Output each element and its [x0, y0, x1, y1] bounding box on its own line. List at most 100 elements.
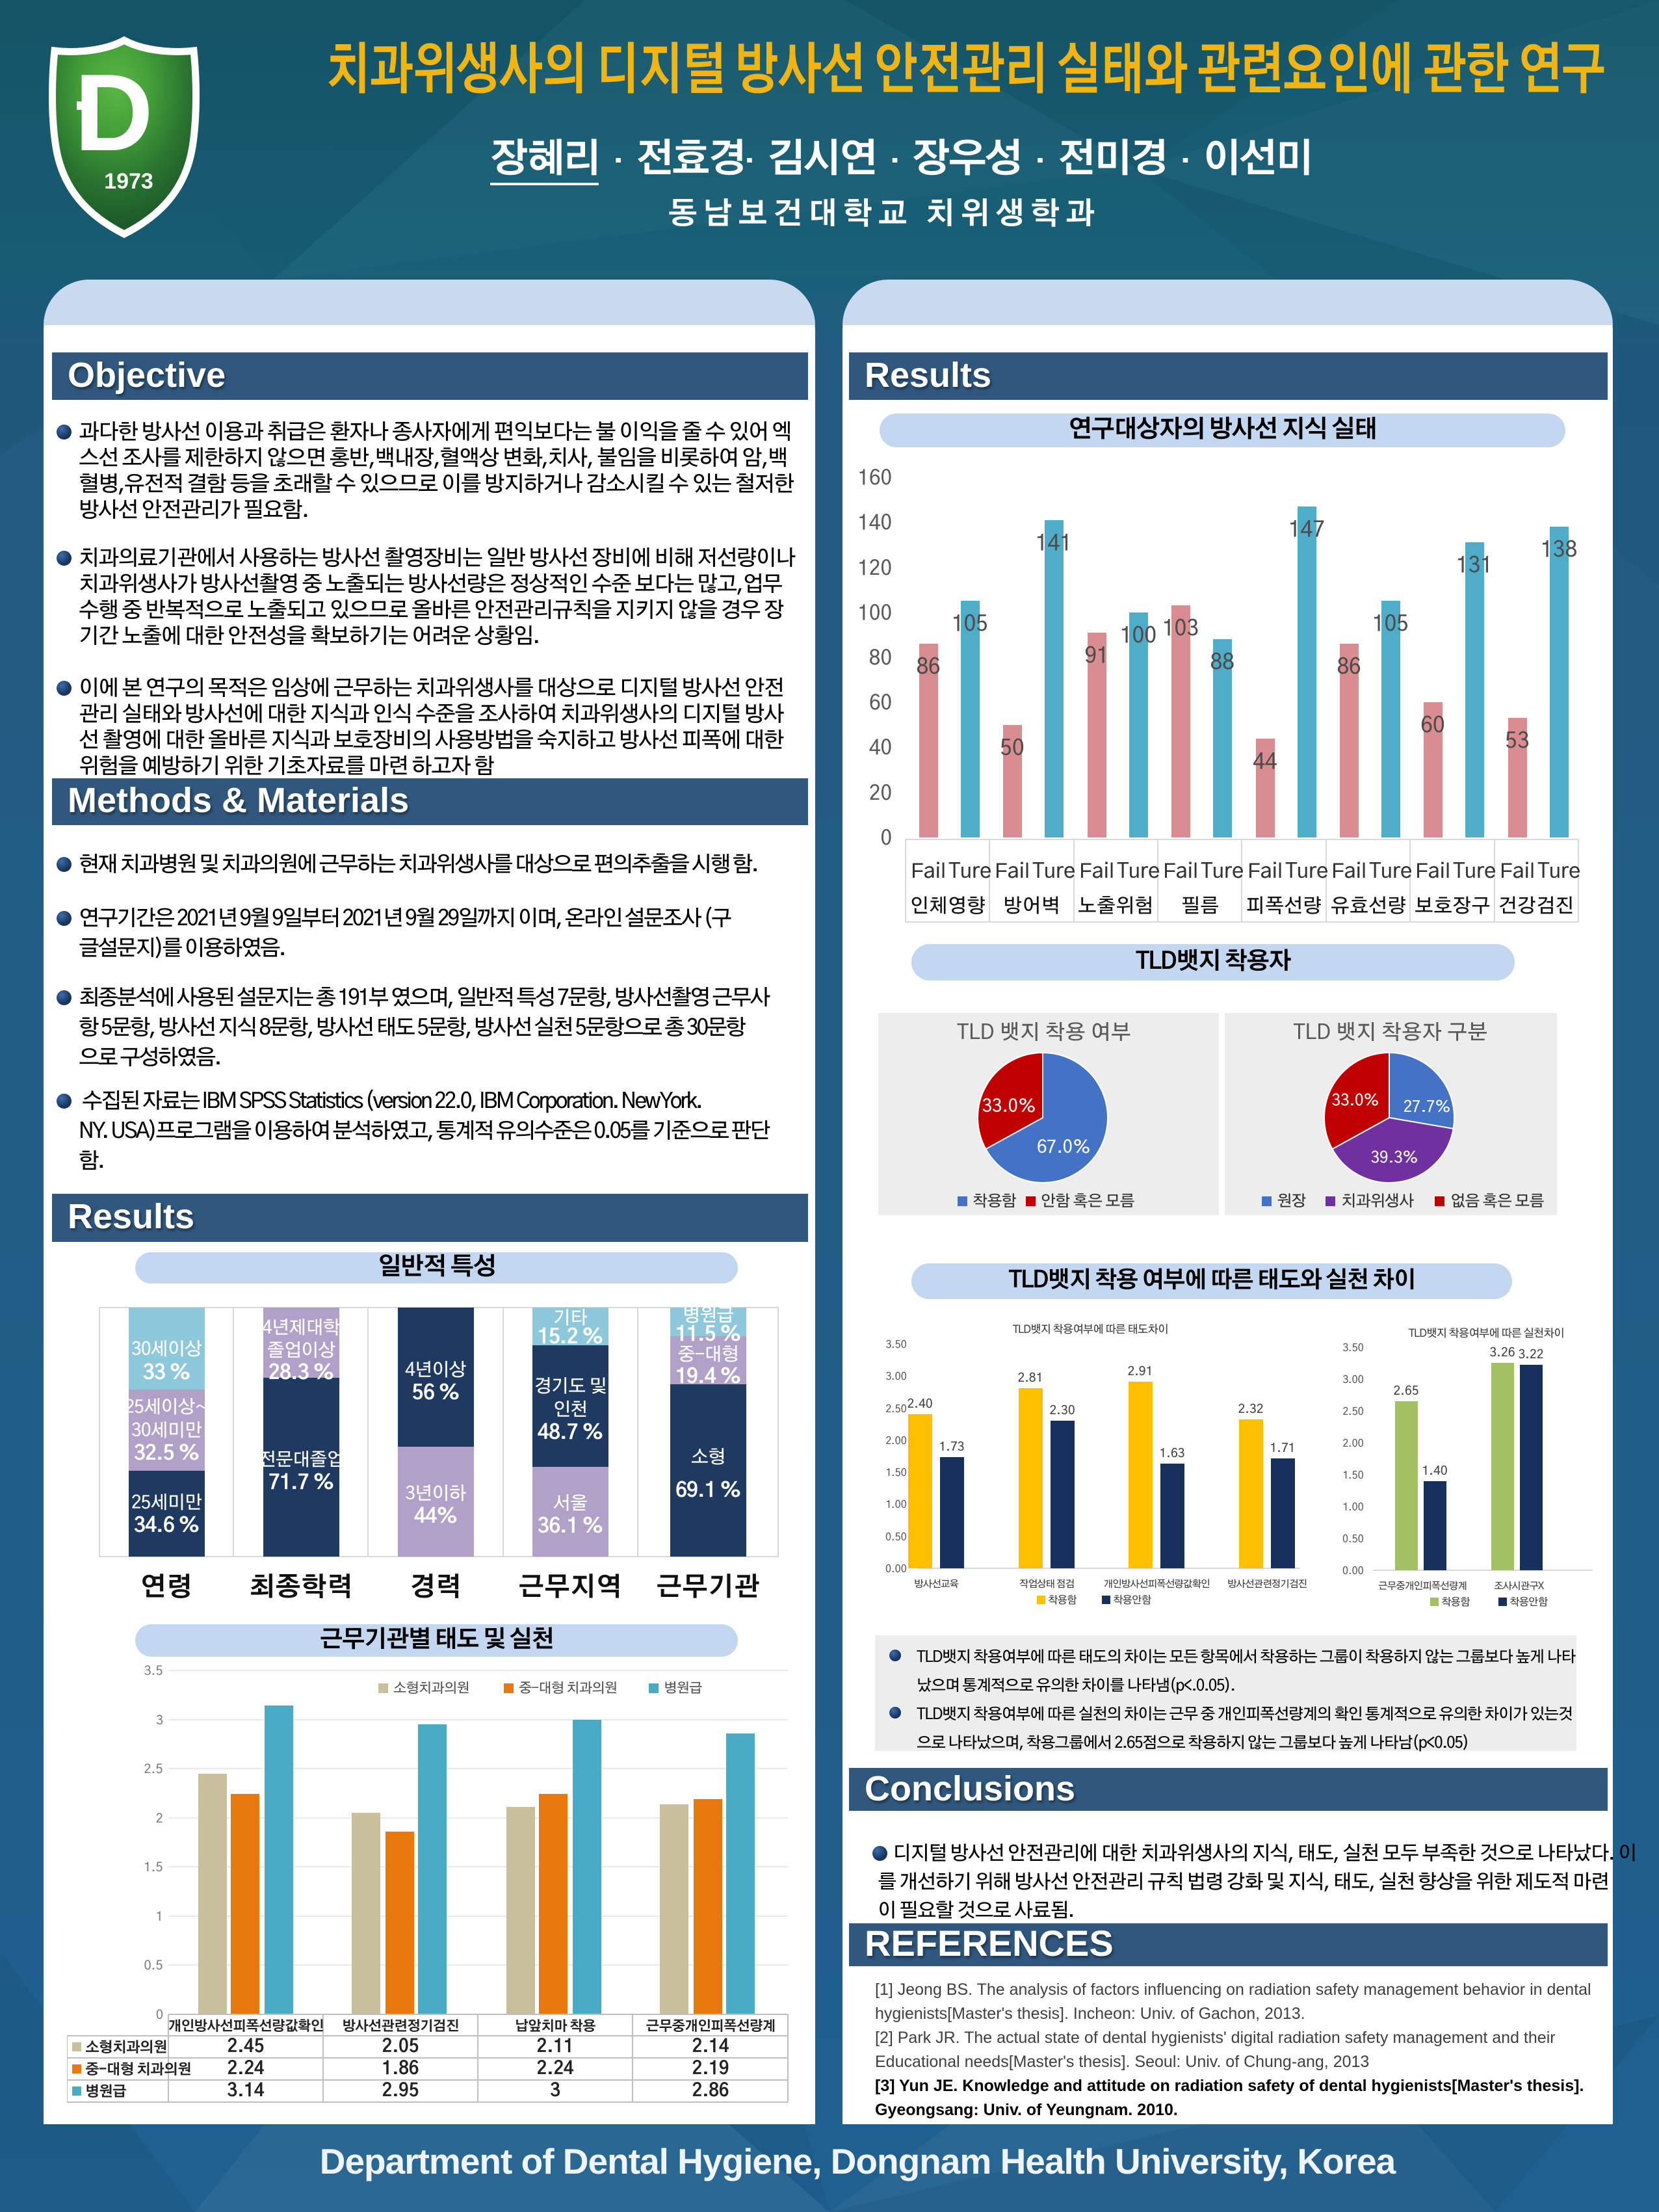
svg-text:1.86: 1.86	[382, 2061, 419, 2078]
svg-text:69.1 %: 69.1 %	[675, 1481, 740, 1501]
svg-text:Fail: Fail	[1415, 862, 1450, 882]
svg-text:2.32: 2.32	[1238, 1403, 1264, 1415]
svg-text:D: D	[74, 51, 153, 174]
svg-text:33.0%: 33.0%	[1331, 1093, 1379, 1109]
svg-text:경력: 경력	[410, 1573, 462, 1601]
svg-text:44%: 44%	[414, 1507, 457, 1527]
svg-text:Fail: Fail	[1163, 862, 1197, 882]
svg-text:없음 혹은 모름: 없음 혹은 모름	[1450, 1193, 1544, 1209]
svg-text:개인방사선피폭선량값확인: 개인방사선피폭선량값확인	[168, 2019, 323, 2034]
svg-text:3: 3	[156, 1715, 163, 1728]
svg-text:착용안함: 착용안함	[1113, 1594, 1152, 1606]
svg-text:53: 53	[1505, 731, 1529, 752]
svg-text:60: 60	[869, 694, 892, 714]
svg-text:Ture: Ture	[1369, 862, 1412, 882]
svg-text:기타: 기타	[553, 1309, 588, 1328]
svg-text:근무중개인피폭선량계: 근무중개인피폭선량계	[1378, 1581, 1467, 1592]
svg-text:착용함: 착용함	[973, 1193, 1017, 1209]
svg-text:0.5: 0.5	[144, 1960, 163, 1973]
svg-text:연령: 연령	[140, 1573, 192, 1601]
svg-text:1.71: 1.71	[1270, 1442, 1296, 1455]
svg-text:2.05: 2.05	[382, 2038, 419, 2056]
svg-text:25세미만: 25세미만	[131, 1494, 202, 1512]
svg-text:11.5 %: 11.5 %	[675, 1324, 740, 1345]
svg-text:착용함: 착용함	[1441, 1596, 1470, 1608]
svg-text:1.50: 1.50	[885, 1468, 907, 1479]
svg-text:Ture: Ture	[1537, 862, 1580, 882]
svg-text:2.95: 2.95	[382, 2083, 419, 2100]
svg-text:100: 100	[1120, 625, 1156, 647]
svg-text:2.45: 2.45	[227, 2038, 264, 2056]
svg-text:3.50: 3.50	[885, 1340, 907, 1350]
svg-text:3.26: 3.26	[1490, 1347, 1515, 1359]
svg-text:3: 3	[550, 2083, 560, 2100]
svg-text:근무중개인피폭선량계: 근무중개인피폭선량계	[646, 2019, 775, 2034]
svg-text:Ture: Ture	[1453, 862, 1496, 882]
svg-text:2.24: 2.24	[227, 2061, 265, 2078]
svg-text:30세미만: 30세미만	[131, 1421, 202, 1440]
svg-text:91: 91	[1084, 646, 1108, 667]
svg-text:131: 131	[1456, 555, 1493, 577]
svg-text:2.40: 2.40	[908, 1398, 933, 1410]
svg-text:병원급: 병원급	[683, 1306, 734, 1325]
svg-text:2.65: 2.65	[1394, 1385, 1419, 1397]
svg-text:소형: 소형	[691, 1448, 725, 1467]
svg-text:경기도 및: 경기도 및	[534, 1376, 607, 1396]
svg-text:1.00: 1.00	[1342, 1503, 1364, 1513]
svg-text:Fail: Fail	[1331, 862, 1366, 882]
svg-text:착용함: 착용함	[1048, 1594, 1077, 1606]
svg-text:3.5: 3.5	[144, 1665, 163, 1678]
svg-text:착용안함: 착용안함	[1509, 1596, 1548, 1608]
svg-text:Ture: Ture	[1201, 862, 1244, 882]
svg-text:건강검진: 건강검진	[1498, 896, 1574, 917]
svg-text:120: 120	[857, 559, 892, 579]
svg-text:병원급: 병원급	[85, 2084, 126, 2100]
svg-text:147: 147	[1288, 520, 1325, 541]
svg-text:4년제대학: 4년제대학	[262, 1319, 341, 1337]
svg-text:71.7 %: 71.7 %	[268, 1473, 333, 1494]
svg-text:Fail: Fail	[911, 862, 945, 882]
svg-text:Fail: Fail	[1500, 862, 1534, 882]
svg-text:25세이상~: 25세이상~	[124, 1397, 208, 1417]
svg-text:Fail: Fail	[995, 862, 1029, 882]
svg-text:40: 40	[869, 739, 892, 759]
svg-text:2.11: 2.11	[536, 2038, 573, 2056]
svg-text:105: 105	[1372, 614, 1409, 635]
svg-text:TLD뱃지 착용여부에 따른 실천차이: TLD뱃지 착용여부에 따른 실천차이	[1408, 1328, 1563, 1339]
svg-text:노출위험: 노출위험	[1078, 896, 1154, 917]
svg-text:2.30: 2.30	[1050, 1404, 1075, 1417]
svg-text:36.1 %: 36.1 %	[538, 1516, 603, 1537]
svg-text:유효선량: 유효선량	[1331, 896, 1407, 917]
svg-text:2.50: 2.50	[885, 1404, 907, 1415]
svg-text:소형치과의원: 소형치과의원	[393, 1681, 469, 1696]
svg-text:안함 혹은 모름: 안함 혹은 모름	[1041, 1193, 1134, 1209]
svg-text:중-대형: 중-대형	[677, 1345, 738, 1364]
svg-text:30세이상: 30세이상	[131, 1339, 202, 1359]
svg-text:0: 0	[156, 2009, 163, 2022]
svg-text:2.5: 2.5	[144, 1763, 163, 1776]
svg-text:1.00: 1.00	[885, 1500, 907, 1510]
svg-text:2.86: 2.86	[692, 2083, 729, 2100]
svg-text:방사선교육: 방사선교육	[914, 1579, 958, 1590]
svg-text:피폭선량: 피폭선량	[1246, 896, 1322, 917]
svg-text:2.00: 2.00	[1342, 1439, 1364, 1449]
svg-text:인천: 인천	[553, 1401, 587, 1419]
svg-text:방사선관련정기검진: 방사선관련정기검진	[1227, 1579, 1307, 1590]
svg-text:납앞치마 착용: 납앞치마 착용	[515, 2019, 595, 2034]
svg-text:86: 86	[1337, 657, 1361, 678]
svg-text:39.3%: 39.3%	[1370, 1150, 1418, 1166]
svg-text:103: 103	[1162, 618, 1199, 640]
svg-text:33.0%: 33.0%	[982, 1098, 1036, 1116]
svg-text:졸업이상: 졸업이상	[267, 1341, 336, 1360]
svg-text:0: 0	[880, 829, 892, 849]
svg-text:2.00: 2.00	[885, 1436, 907, 1447]
svg-text:전문대졸업: 전문대졸업	[258, 1451, 343, 1469]
svg-text:34.6 %: 34.6 %	[134, 1516, 199, 1536]
svg-text:3.50: 3.50	[1342, 1343, 1364, 1354]
svg-text:1.5: 1.5	[144, 1862, 163, 1875]
svg-text:2.24: 2.24	[536, 2061, 574, 2078]
svg-text:0.50: 0.50	[885, 1533, 907, 1543]
svg-text:3.00: 3.00	[1342, 1375, 1364, 1386]
svg-text:160: 160	[857, 469, 892, 489]
svg-text:Ture: Ture	[1285, 862, 1328, 882]
